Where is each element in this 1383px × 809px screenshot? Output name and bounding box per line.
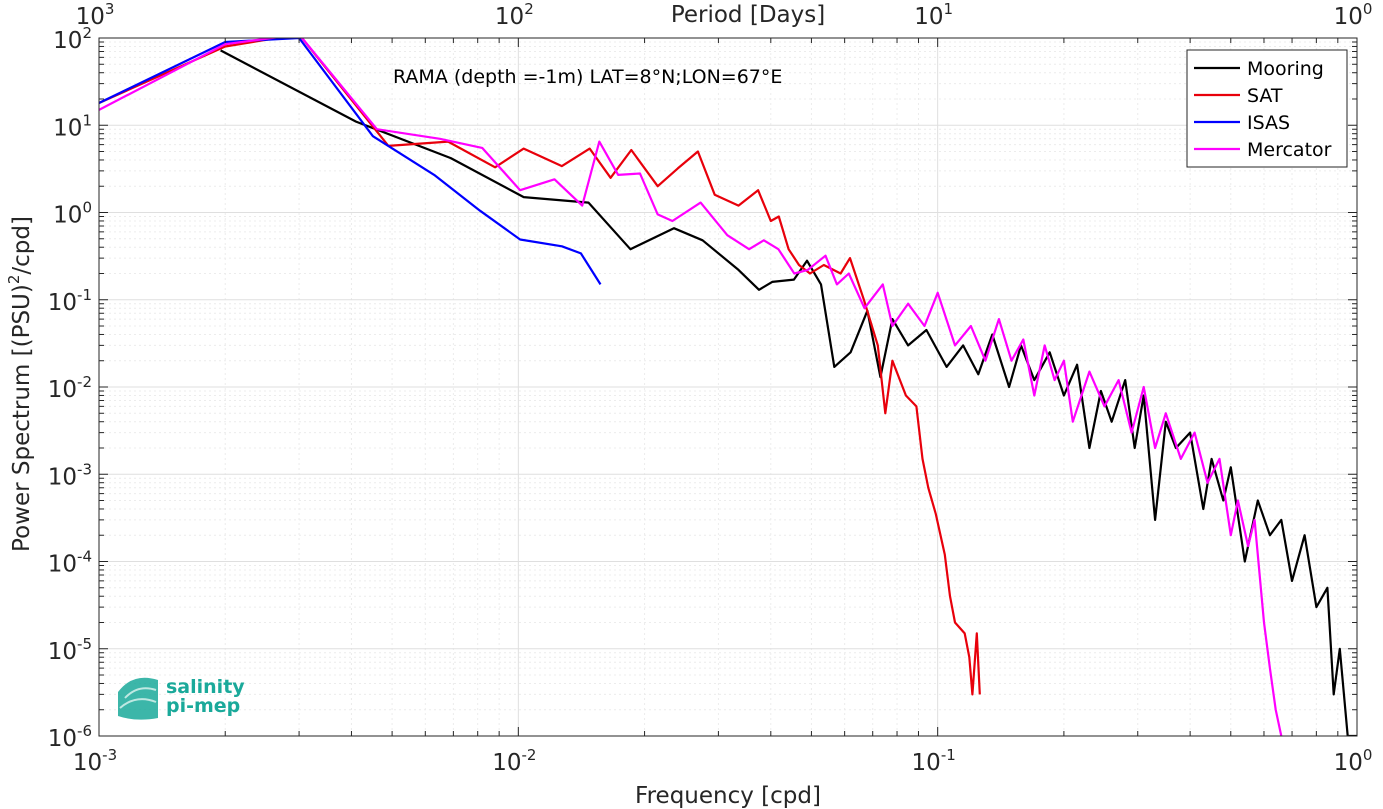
y-axis-label: Power Spectrum [(PSU)2/cpd] bbox=[5, 216, 35, 552]
series-line-mooring bbox=[220, 49, 1357, 736]
legend-label-sat: SAT bbox=[1247, 85, 1283, 107]
y-tick-label: 102 bbox=[53, 24, 92, 54]
legend: Mooring SAT ISAS Mercator bbox=[1186, 49, 1348, 168]
y-tick-label: 10-3 bbox=[48, 460, 92, 490]
legend-box bbox=[1186, 49, 1348, 168]
top-axis-label: Period [Days] bbox=[671, 2, 825, 28]
series-layer bbox=[99, 38, 1357, 736]
top-tick-label: 100 bbox=[1334, 0, 1373, 30]
x-tick-label: 10-1 bbox=[912, 746, 956, 776]
series-line-mercator bbox=[99, 38, 1283, 736]
y-tick-label: 100 bbox=[53, 199, 92, 229]
top-tick-label: 102 bbox=[495, 0, 534, 30]
y-tick-label: 10-6 bbox=[48, 722, 92, 752]
y-tick-label: 101 bbox=[53, 111, 92, 141]
y-tick-label: 10-5 bbox=[48, 635, 92, 665]
x-tick-label: 10-3 bbox=[73, 746, 117, 776]
legend-label-isas: ISAS bbox=[1247, 112, 1290, 134]
logo-text-line2: pi-mep bbox=[166, 695, 240, 717]
annotation-text: RAMA (depth =-1m) LAT=8°N;LON=67°E bbox=[393, 66, 782, 88]
top-tick-label: 103 bbox=[76, 0, 115, 30]
top-tick-label: 101 bbox=[914, 0, 953, 30]
y-tick-label: 10-2 bbox=[48, 373, 92, 403]
legend-label-mercator: Mercator bbox=[1247, 139, 1332, 161]
x-tick-label: 100 bbox=[1334, 746, 1373, 776]
x-axis-label: Frequency [cpd] bbox=[635, 783, 821, 809]
y-tick-label: 10-1 bbox=[48, 286, 92, 316]
y-tick-label: 10-4 bbox=[48, 548, 92, 578]
x-tick-label: 10-2 bbox=[492, 746, 536, 776]
series-line-sat bbox=[99, 38, 981, 696]
legend-label-mooring: Mooring bbox=[1247, 58, 1324, 80]
logo-text-line1: salinity bbox=[166, 676, 245, 698]
salinity-pi-mep-logo: salinity pi-mep bbox=[118, 676, 245, 720]
